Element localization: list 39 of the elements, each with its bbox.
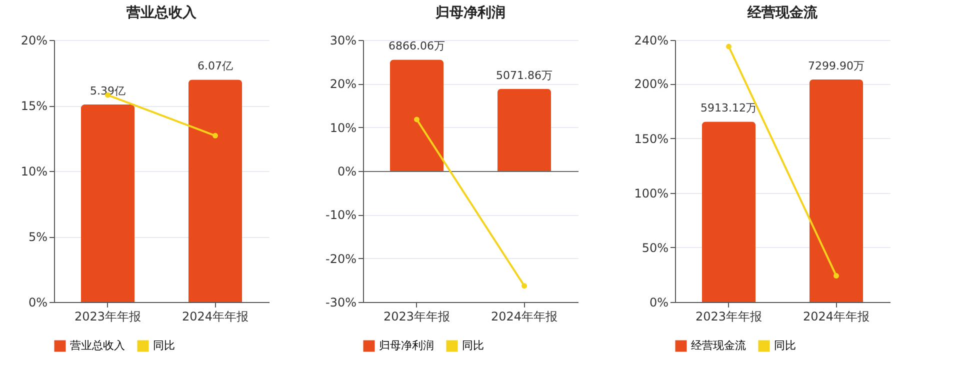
y-tick-label: 10% [20, 164, 48, 178]
x-tick-label: 2024年年报 [182, 310, 249, 324]
chart-title: 经营现金流 [746, 4, 818, 21]
x-tick-label: 2023年年报 [695, 310, 762, 324]
data-label: 6866.06万 [388, 40, 445, 53]
data-label: 5071.86万 [496, 68, 552, 82]
data-label: 5913.12万 [700, 102, 757, 115]
x-tick-label: 2024年年报 [802, 310, 870, 324]
y-tick-label: 0% [337, 164, 356, 178]
x-tick-label: 2023年年报 [383, 310, 450, 324]
x-tick-label: 2024年年报 [490, 310, 558, 324]
x-tick-label: 2023年年报 [74, 310, 142, 324]
y-tick-label: 20% [20, 34, 48, 48]
legend-label: 营业总收入 [70, 339, 125, 352]
y-tick-label: -10% [325, 208, 356, 222]
y-tick-label: 50% [642, 240, 668, 255]
y-tick-label: 20% [330, 77, 356, 92]
y-tick-label: 240% [634, 34, 668, 48]
legend-label: 经营现金流 [691, 339, 746, 352]
y-tick-label: 10% [330, 120, 356, 135]
y-tick-label: 150% [634, 132, 668, 146]
y-tick-label: 15% [20, 99, 48, 113]
chart-title: 归母净利润 [434, 4, 506, 21]
legend-label: 同比 [153, 339, 175, 352]
y-tick-label: -30% [325, 296, 356, 310]
chart-title: 营业总收入 [126, 5, 198, 21]
y-tick-label: 30% [330, 34, 356, 48]
legend-label: 同比 [462, 339, 484, 352]
data-label: 7299.90万 [808, 59, 864, 72]
y-tick-label: 200% [634, 77, 668, 92]
data-label: 5.39亿 [90, 84, 126, 98]
legend-label: 同比 [774, 339, 796, 352]
y-tick-label: 0% [28, 296, 48, 310]
y-tick-label: 0% [649, 296, 668, 310]
legend-label: 归母净利润 [379, 339, 434, 352]
y-tick-label: -20% [325, 252, 356, 266]
y-tick-label: 100% [634, 186, 668, 200]
y-tick-label: 5% [28, 230, 48, 244]
data-label: 6.07亿 [198, 60, 233, 73]
